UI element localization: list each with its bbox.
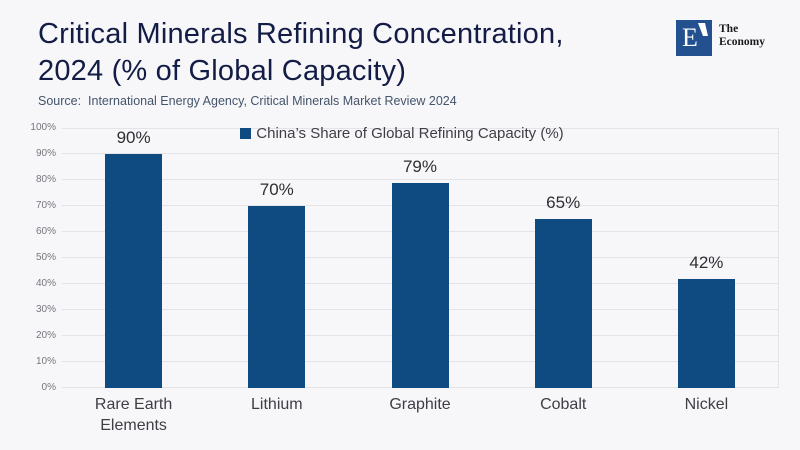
x-tick-label: Lithium <box>251 396 303 413</box>
bar-value-label: 90% <box>116 128 151 147</box>
bar-value-label: 70% <box>259 180 294 199</box>
x-tick-label: Nickel <box>684 396 729 413</box>
bar-rare-earth-elements <box>105 154 163 388</box>
logo-letter-e: E <box>682 23 698 52</box>
source-note: Source: International Energy Agency, Cri… <box>38 94 457 108</box>
gridline <box>62 179 778 180</box>
y-axis: 0% 10% 20% 30% 40% 50% 60% 70% 80% 90% 100% <box>0 122 56 393</box>
legend-marker-icon <box>240 128 252 139</box>
legend: China’s Share of Global Refining Capacit… <box>44 125 760 142</box>
bar-lithium <box>248 206 306 388</box>
y-tick-label: 0% <box>41 382 56 393</box>
logo-wordmark: The Economy <box>719 23 765 48</box>
y-tick-label: 80% <box>35 174 56 185</box>
x-axis: Rare Earth Elements Lithium Graphite Cobalt… <box>62 394 778 446</box>
y-tick-label: 30% <box>35 304 56 315</box>
y-tick-label: 60% <box>35 226 56 237</box>
gridline <box>62 153 778 154</box>
y-tick-label: 100% <box>30 122 56 133</box>
y-tick-label: 90% <box>35 148 56 159</box>
y-tick-label: 70% <box>35 200 56 211</box>
bar-graphite <box>391 182 449 388</box>
logo-monogram-square: E <box>676 20 712 56</box>
bar-value-label: 79% <box>402 156 437 176</box>
chart-title-line1: Critical Minerals Refining Concentration… <box>38 18 564 50</box>
plot-area: China’s Share of Global Refining Capacit… <box>62 125 779 388</box>
bar-value-label: 42% <box>689 252 724 272</box>
y-tick-label: 10% <box>35 356 56 367</box>
y-tick-label: 20% <box>35 330 56 341</box>
logo-wordmark-line2: Economy <box>719 35 765 48</box>
y-tick-label: 40% <box>35 278 56 289</box>
bar-value-label: 65% <box>546 193 581 212</box>
legend-label: China’s Share of Global Refining Capacit… <box>256 125 564 142</box>
chart-title: Critical Minerals Refining Concentration… <box>38 16 564 90</box>
quote-mark-icon <box>698 23 708 36</box>
y-tick-label: 50% <box>35 252 56 263</box>
x-tick-label: Rare Earth Elements <box>94 396 173 434</box>
the-economy-logo: E The Economy <box>676 20 765 56</box>
bar-cobalt <box>534 219 592 388</box>
bar-nickel <box>677 278 735 388</box>
chart-title-line2: 2024 (% of Global Capacity) <box>38 55 407 87</box>
x-tick-label: Graphite <box>389 396 451 413</box>
gridline <box>62 128 778 129</box>
logo-wordmark-line1: The <box>719 23 739 35</box>
x-tick-label: Cobalt <box>540 396 587 413</box>
